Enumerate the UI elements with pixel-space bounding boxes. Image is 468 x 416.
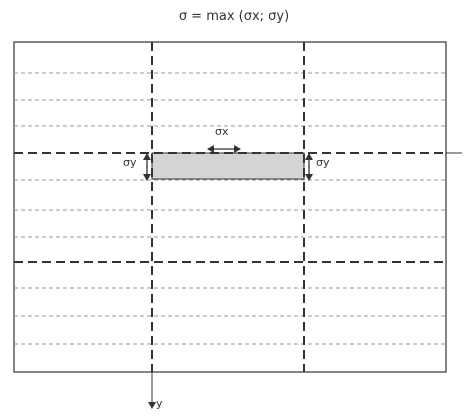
diagram-title: σ = max (σx; σy) — [178, 9, 290, 24]
outer-frame — [13, 41, 447, 373]
sigma-y-left-label: σy — [123, 156, 137, 169]
sigma-y-right-label: σy — [316, 156, 330, 169]
y-axis-label: y — [156, 397, 163, 410]
thin-dashed-lines — [14, 72, 446, 345]
stress-band — [151, 152, 305, 180]
sigma-x-label: σx — [215, 125, 229, 138]
